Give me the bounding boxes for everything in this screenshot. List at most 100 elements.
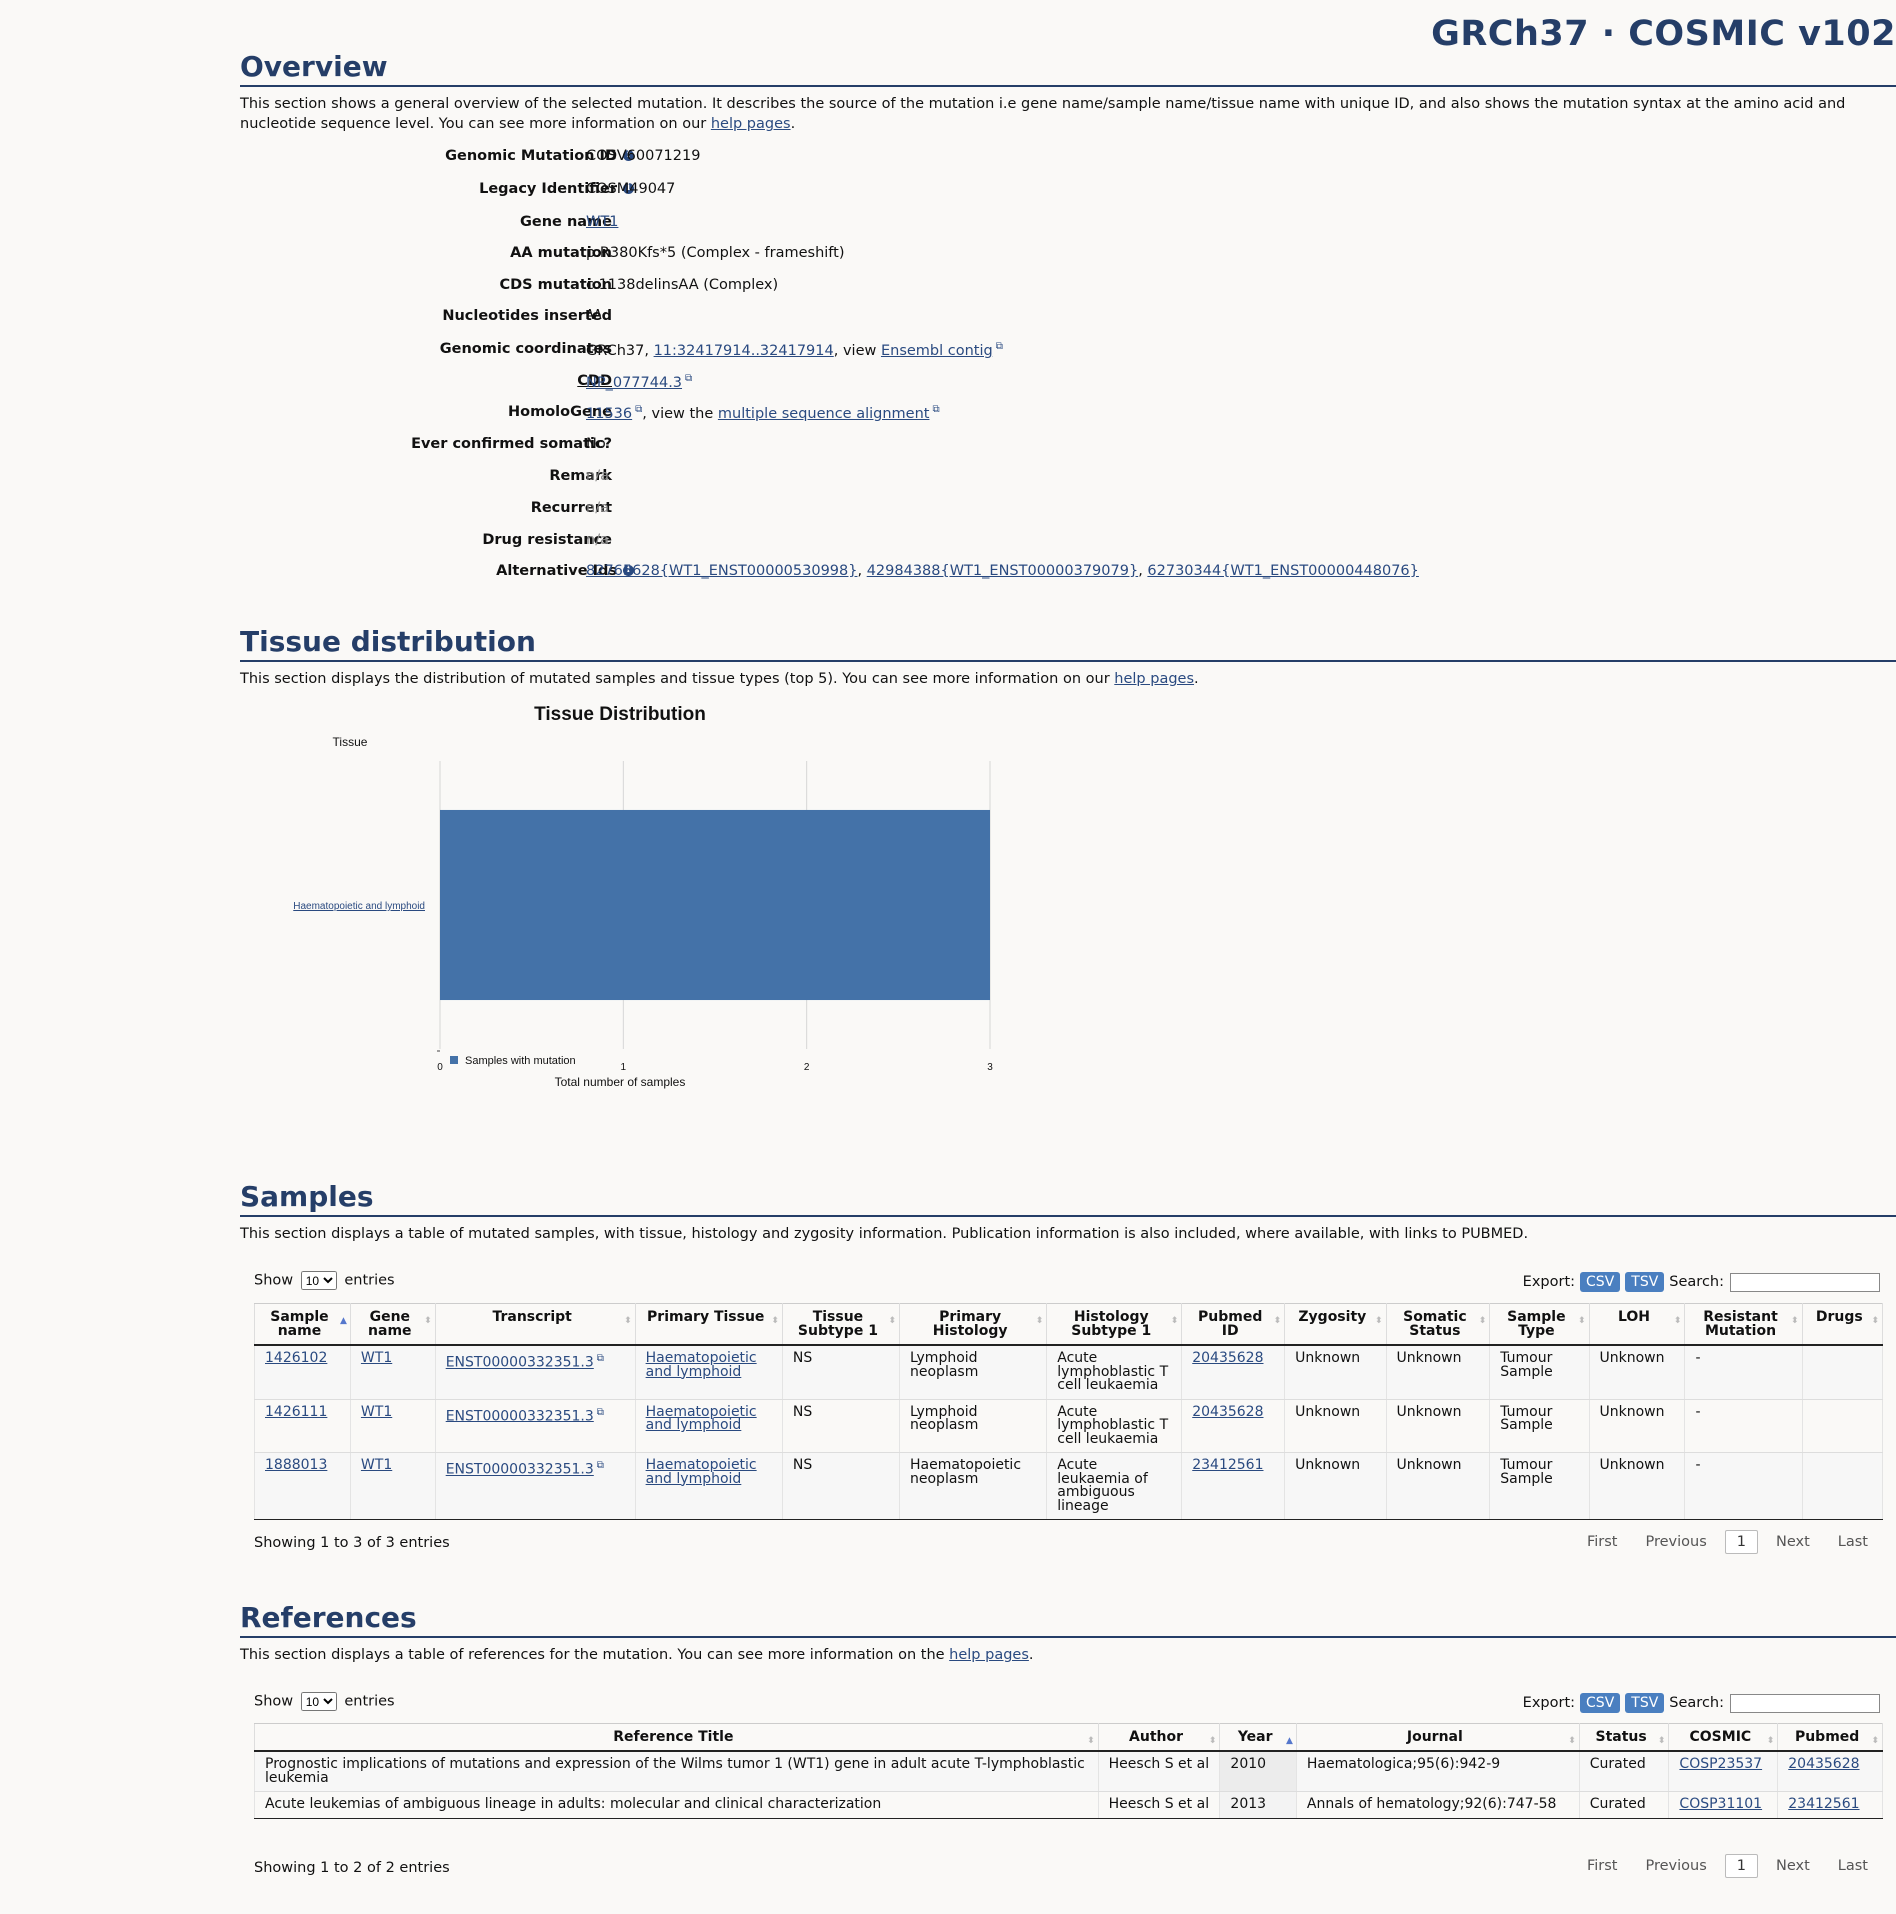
info-icon[interactable]: i xyxy=(623,183,634,194)
first-page-button[interactable]: First xyxy=(1586,1534,1618,1550)
previous-page-button[interactable]: Previous xyxy=(1645,1534,1707,1550)
gene-name-link[interactable]: WT1 xyxy=(360,1350,393,1366)
column-header-year[interactable]: Year ▲ xyxy=(1219,1723,1297,1752)
cell-text: Haematopoietic neoplasm xyxy=(910,1457,1022,1487)
sort-icon: ⬍ xyxy=(1673,1316,1682,1326)
column-header-label: Primary Tissue xyxy=(647,1309,765,1325)
gene-link[interactable]: WT1 xyxy=(586,214,619,230)
pubmed-id-link[interactable]: 23412561 xyxy=(1192,1457,1264,1473)
column-header-reference-title[interactable]: Reference Title ⬍ xyxy=(254,1723,1099,1752)
alt-id-link-2[interactable]: 42984388{WT1_ENST00000379079} xyxy=(866,563,1139,579)
row-genomic-id: Genomic Mutation ID i COSV60071219 xyxy=(240,148,1890,172)
cosmic-link[interactable]: COSP23537 xyxy=(1679,1756,1763,1772)
cell-text: 2010 xyxy=(1230,1756,1267,1772)
column-header-label: Year xyxy=(1237,1729,1273,1745)
sort-icon: ⬍ xyxy=(1791,1316,1799,1326)
column-header-transcript[interactable]: Transcript ⬍ xyxy=(435,1303,636,1346)
chart-x-axis-label: Total number of samples xyxy=(555,1075,686,1089)
transcript-link[interactable]: ENST00000332351.3 xyxy=(445,1408,594,1425)
last-page-button[interactable]: Last xyxy=(1837,1534,1868,1550)
column-header-pubmed-id[interactable]: Pubmed ID ⬍ xyxy=(1181,1303,1286,1346)
column-header-drugs[interactable]: Drugs ⬍ xyxy=(1802,1303,1884,1346)
primary-tissue-link[interactable]: Haematopoietic and lymphoid xyxy=(645,1457,757,1487)
column-header-cosmic[interactable]: COSMIC ⬍ xyxy=(1668,1723,1779,1752)
info-icon[interactable]: i xyxy=(623,565,634,576)
samples-export-search: Export: CSV TSV Search: xyxy=(1523,1272,1880,1292)
column-header-sample-name[interactable]: Sample name ▲ xyxy=(254,1303,351,1346)
references-tsv-button[interactable]: TSV xyxy=(1625,1693,1665,1713)
ensembl-contig-link[interactable]: Ensembl contig xyxy=(880,342,993,359)
references-search-input[interactable] xyxy=(1730,1693,1880,1713)
column-header-pubmed[interactable]: Pubmed ⬍ xyxy=(1777,1723,1883,1752)
cell-text: Unknown xyxy=(1295,1403,1361,1420)
sequence-alignment-link[interactable]: multiple sequence alignment xyxy=(717,405,930,422)
column-header-zygosity[interactable]: Zygosity ⬍ xyxy=(1284,1303,1387,1346)
current-page-button[interactable]: 1 xyxy=(1724,1530,1758,1554)
sort-icon: ⬍ xyxy=(1657,1736,1666,1746)
cell-journal: Annals of hematology;92(6):747-58 xyxy=(1296,1791,1580,1819)
column-header-primary-tissue[interactable]: Primary Tissue ⬍ xyxy=(635,1303,783,1346)
primary-tissue-link[interactable]: Haematopoietic and lymphoid xyxy=(645,1350,757,1380)
external-link-icon: ⧉ xyxy=(932,404,940,415)
column-header-label: Pubmed xyxy=(1794,1729,1860,1745)
alt-id-link-3[interactable]: 62730344{WT1_ENST00000448076} xyxy=(1147,563,1419,579)
pubmed-id-link[interactable]: 20435628 xyxy=(1192,1403,1264,1420)
x-tick-label-0: 0 xyxy=(437,1062,443,1073)
samples-page-length-select[interactable]: 10 xyxy=(300,1271,337,1290)
references-page-length-select[interactable]: 10 xyxy=(300,1692,337,1711)
sample-name-link[interactable]: 1426102 xyxy=(265,1350,328,1366)
column-header-loh[interactable]: LOH ⬍ xyxy=(1589,1303,1686,1346)
next-page-button[interactable]: Next xyxy=(1776,1858,1810,1874)
references-csv-button[interactable]: CSV xyxy=(1580,1693,1621,1713)
last-page-button[interactable]: Last xyxy=(1837,1858,1868,1874)
primary-tissue-link[interactable]: Haematopoietic and lymphoid xyxy=(645,1403,757,1433)
references-help-link[interactable]: help pages xyxy=(949,1647,1029,1663)
gene-name-link[interactable]: WT1 xyxy=(360,1457,393,1473)
cdd-link[interactable]: NP_077744.3 xyxy=(586,374,683,391)
samples-tsv-button[interactable]: TSV xyxy=(1625,1272,1665,1292)
samples-search-input[interactable] xyxy=(1730,1272,1880,1292)
label-cdd: CDD xyxy=(577,373,612,389)
homologene-link[interactable]: 11536 xyxy=(586,405,633,422)
column-header-histology-subtype-1[interactable]: Histology Subtype 1 ⬍ xyxy=(1046,1303,1183,1346)
pubmed-link[interactable]: 23412561 xyxy=(1788,1796,1860,1812)
sample-name-link[interactable]: 1426111 xyxy=(265,1403,328,1420)
coordinates-link[interactable]: 11:32417914..32417914 xyxy=(653,342,834,359)
column-header-resistant-mutation[interactable]: Resistant Mutation ⬍ xyxy=(1684,1303,1803,1346)
alt-id-link-1[interactable]: 82765628{WT1_ENST00000530998} xyxy=(586,563,858,579)
transcript-link[interactable]: ENST00000332351.3 xyxy=(445,1461,594,1478)
tissue-help-link[interactable]: help pages xyxy=(1114,671,1195,687)
column-header-somatic-status[interactable]: Somatic Status ⬍ xyxy=(1386,1303,1491,1346)
category-label-haematopoietic-and-lymphoid[interactable]: Haematopoietic and lymphoid xyxy=(293,901,425,912)
column-header-gene-name[interactable]: Gene name ⬍ xyxy=(350,1303,436,1346)
cell-tissue-subtype-1: NS xyxy=(782,1452,901,1520)
info-icon[interactable]: i xyxy=(623,150,634,161)
pubmed-link[interactable]: 20435628 xyxy=(1788,1756,1860,1772)
sample-name-link[interactable]: 1888013 xyxy=(265,1457,328,1473)
cell-pubmed-id: 23412561 xyxy=(1181,1452,1286,1520)
current-page-button[interactable]: 1 xyxy=(1724,1854,1758,1878)
label-aa-mutation: AA mutation xyxy=(510,245,612,261)
previous-page-button[interactable]: Previous xyxy=(1645,1858,1707,1874)
column-header-sample-type[interactable]: Sample Type ⬍ xyxy=(1489,1303,1590,1346)
column-header-label: LOH xyxy=(1617,1309,1650,1325)
column-header-status[interactable]: Status ⬍ xyxy=(1579,1723,1670,1752)
transcript-link[interactable]: ENST00000332351.3 xyxy=(445,1354,594,1371)
cell-zygosity: Unknown xyxy=(1284,1345,1387,1400)
bar-haematopoietic-and-lymphoid[interactable] xyxy=(440,809,990,1001)
column-header-label: Pubmed ID xyxy=(1198,1309,1263,1339)
column-header-author[interactable]: Author ⬍ xyxy=(1098,1723,1221,1752)
gene-name-link[interactable]: WT1 xyxy=(360,1403,393,1420)
column-header-tissue-subtype-1[interactable]: Tissue Subtype 1 ⬍ xyxy=(782,1303,901,1346)
first-page-button[interactable]: First xyxy=(1586,1858,1618,1874)
cosmic-link[interactable]: COSP31101 xyxy=(1679,1796,1763,1812)
value-nucleotides: AA xyxy=(586,308,602,323)
column-header-primary-histology[interactable]: Primary Histology ⬍ xyxy=(899,1303,1048,1346)
overview-help-link[interactable]: help pages xyxy=(710,116,791,132)
chart-x-tick-labels: 0 1 2 3 xyxy=(437,1062,993,1073)
next-page-button[interactable]: Next xyxy=(1776,1534,1810,1550)
samples-csv-button[interactable]: CSV xyxy=(1580,1272,1621,1292)
external-link-icon: ⧉ xyxy=(685,373,693,384)
pubmed-id-link[interactable]: 20435628 xyxy=(1192,1350,1264,1366)
column-header-journal[interactable]: Journal ⬍ xyxy=(1296,1723,1580,1752)
